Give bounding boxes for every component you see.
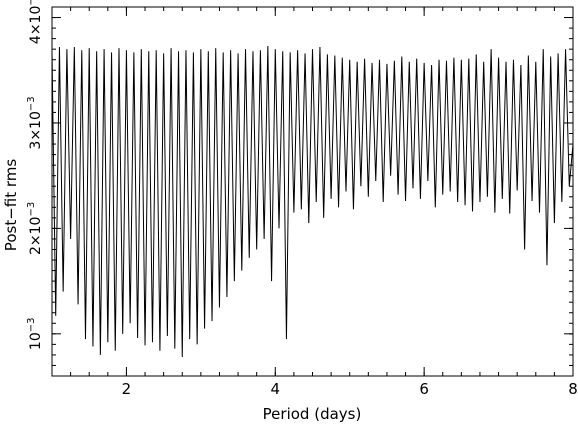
x-tick-label: 6 — [419, 380, 429, 398]
y-tick-label: 2×10−3 — [26, 202, 44, 255]
data-line-group — [51, 46, 574, 358]
x-tick-labels: 2 4 6 8 — [122, 380, 578, 398]
y-tick-label: 4×10−3 — [26, 0, 44, 44]
x-axis-label: Period (days) — [263, 405, 362, 423]
y-tick-label: 3×10−3 — [26, 96, 44, 149]
x-tick-label: 4 — [271, 380, 281, 398]
axis-ticks — [52, 7, 574, 376]
x-tick-label: 8 — [568, 380, 578, 398]
x-tick-label: 2 — [122, 380, 132, 398]
y-tick-labels: 10−3 2×10−3 3×10−3 4×10−3 — [26, 0, 44, 350]
y-axis-label: Post−fit rms — [2, 159, 20, 252]
y-tick-label: 10−3 — [26, 318, 44, 351]
series-line — [51, 46, 574, 358]
